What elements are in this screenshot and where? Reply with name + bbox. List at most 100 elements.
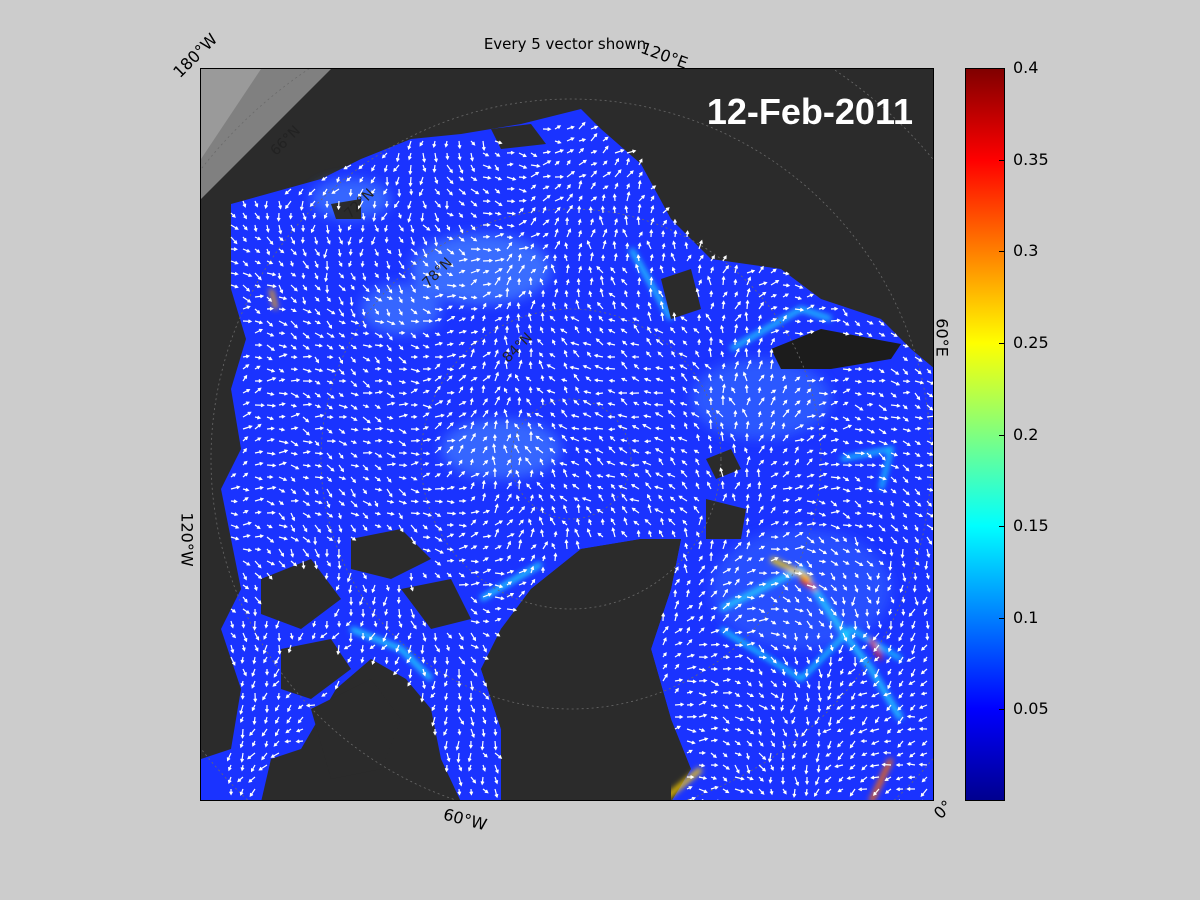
- vector-arrow: [254, 415, 262, 420]
- vector-arrow: [458, 572, 465, 578]
- canadian-archipelago-3: [281, 639, 351, 699]
- vector-arrow: [446, 212, 454, 217]
- vector-arrow: [325, 284, 330, 294]
- vector-arrow: [254, 236, 262, 241]
- vector-arrow: [854, 584, 859, 593]
- vector-arrow: [517, 479, 522, 490]
- vector-arrow: [278, 560, 286, 568]
- vector-arrow: [805, 716, 810, 726]
- vector-arrow: [631, 449, 640, 454]
- vector-arrow: [770, 692, 779, 698]
- vector-arrow: [506, 199, 516, 204]
- vector-arrow: [458, 329, 467, 334]
- vector-arrow: [734, 703, 743, 708]
- vector-arrow: [578, 265, 583, 274]
- vector-arrow: [370, 188, 376, 195]
- vector-arrow: [505, 418, 510, 430]
- vector-arrow: [926, 404, 933, 411]
- vector-arrow: [794, 376, 801, 382]
- vector-arrow: [734, 643, 744, 648]
- vector-arrow: [682, 340, 688, 346]
- vector-arrow: [470, 330, 479, 334]
- vector-arrow: [914, 416, 924, 420]
- vector-arrow: [302, 548, 310, 558]
- vector-arrow: [645, 482, 652, 490]
- vector-arrow: [732, 443, 737, 454]
- vector-arrow: [470, 224, 476, 231]
- vector-arrow: [553, 254, 557, 262]
- vector-arrow: [887, 668, 892, 676]
- vector-arrow: [518, 335, 523, 346]
- vector-arrow: [398, 344, 404, 351]
- vector-arrow: [673, 229, 678, 238]
- vector-arrow: [708, 418, 713, 430]
- vector-arrow: [350, 488, 356, 498]
- vector-arrow: [590, 181, 596, 190]
- vector-arrow: [611, 492, 616, 502]
- vector-arrow: [323, 212, 328, 219]
- vector-arrow: [409, 572, 414, 581]
- vector-arrow: [434, 560, 442, 566]
- vector-arrow: [528, 289, 533, 298]
- vector-arrow: [794, 545, 805, 550]
- vector-arrow: [506, 275, 512, 286]
- vector-arrow: [374, 476, 382, 482]
- vector-arrow: [362, 464, 369, 471]
- vector-arrow: [530, 207, 536, 214]
- vector-arrow: [253, 584, 258, 592]
- vector-arrow: [577, 205, 582, 214]
- vector-arrow: [621, 361, 628, 370]
- vector-arrow: [746, 287, 751, 298]
- vector-arrow: [482, 164, 492, 169]
- vector-arrow: [422, 632, 427, 642]
- vector-arrow: [818, 559, 827, 564]
- vector-arrow: [443, 740, 448, 751]
- vector-arrow: [849, 764, 856, 770]
- vector-arrow: [398, 451, 408, 456]
- vector-arrow: [660, 517, 664, 526]
- vector-arrow: [902, 368, 909, 375]
- vector-arrow: [312, 212, 317, 220]
- vector-arrow: [922, 799, 924, 800]
- vector-arrow: [746, 617, 758, 622]
- vector-arrow: [278, 476, 288, 482]
- vector-arrow: [818, 413, 826, 418]
- colorbar: [965, 68, 1005, 801]
- vector-arrow: [266, 377, 277, 382]
- vector-arrow: [830, 536, 840, 542]
- vector-arrow: [458, 188, 467, 195]
- vector-arrow: [230, 473, 237, 478]
- vector-arrow: [734, 740, 741, 746]
- vector-arrow: [444, 764, 449, 773]
- vector-arrow: [578, 159, 587, 166]
- vector-arrow: [458, 269, 466, 274]
- vector-arrow: [254, 387, 262, 394]
- vector-arrow: [551, 468, 556, 478]
- vector-arrow: [576, 277, 581, 286]
- vector-arrow: [410, 452, 420, 457]
- vector-arrow: [468, 740, 473, 749]
- vector-arrow: [446, 485, 455, 490]
- vector-arrow: [278, 378, 286, 382]
- vector-arrow: [758, 764, 767, 772]
- vector-arrow: [792, 740, 797, 749]
- vector-arrow: [828, 620, 833, 630]
- vector-arrow: [373, 620, 378, 628]
- vector-arrow: [371, 236, 376, 246]
- vector-arrow: [482, 351, 492, 358]
- vector-arrow: [230, 620, 235, 629]
- vector-arrow: [458, 386, 464, 394]
- vector-arrow: [382, 632, 388, 643]
- vector-arrow: [302, 402, 313, 407]
- vector-arrow: [872, 632, 880, 641]
- vector-arrow: [573, 349, 580, 358]
- vector-arrow: [398, 402, 409, 407]
- vector-arrow: [914, 426, 922, 431]
- vector-arrow: [230, 260, 239, 265]
- map-frame[interactable]: 12-Feb-2011: [200, 68, 934, 801]
- vector-arrow: [655, 472, 664, 478]
- vector-arrow: [926, 414, 933, 418]
- vector-arrow: [926, 463, 933, 468]
- vector-arrow: [837, 752, 844, 761]
- vector-arrow: [746, 764, 751, 775]
